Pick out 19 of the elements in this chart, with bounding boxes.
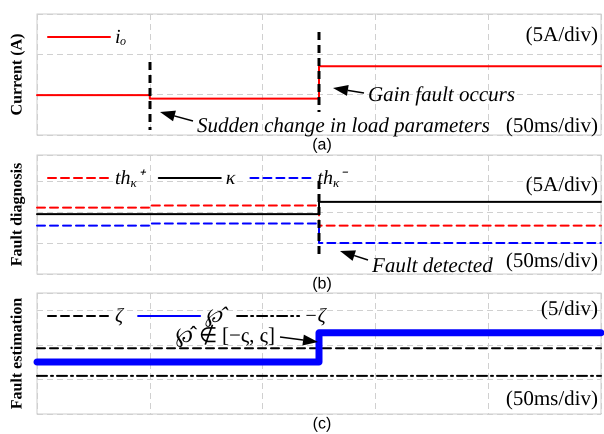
text: (5A/div) — [526, 22, 598, 46]
text: (a) — [312, 136, 332, 154]
annotation: Gain fault occurs — [368, 82, 515, 106]
text: (5/div) — [540, 296, 598, 320]
y-axis-title: Fault estimation — [8, 298, 26, 410]
annotation: Fault detected — [371, 253, 494, 277]
text: (c) — [312, 416, 332, 432]
text: (5A/div) — [526, 172, 598, 196]
y-axis-title: Current (A) — [8, 34, 26, 116]
annotation: (50ms/div) — [506, 248, 598, 272]
text: (b) — [312, 276, 332, 292]
annotation: (50ms/div) — [506, 113, 598, 137]
legend-label: κ — [226, 167, 236, 189]
annotation: Sudden change in load parameters — [197, 113, 490, 137]
y-axis-title: Fault diagnosis — [8, 162, 26, 266]
annotation: (50ms/div) — [506, 386, 598, 410]
legend-label: ζ — [115, 305, 125, 327]
legend-label: iₒ — [115, 26, 127, 48]
legend-label: −ζ — [304, 305, 328, 327]
